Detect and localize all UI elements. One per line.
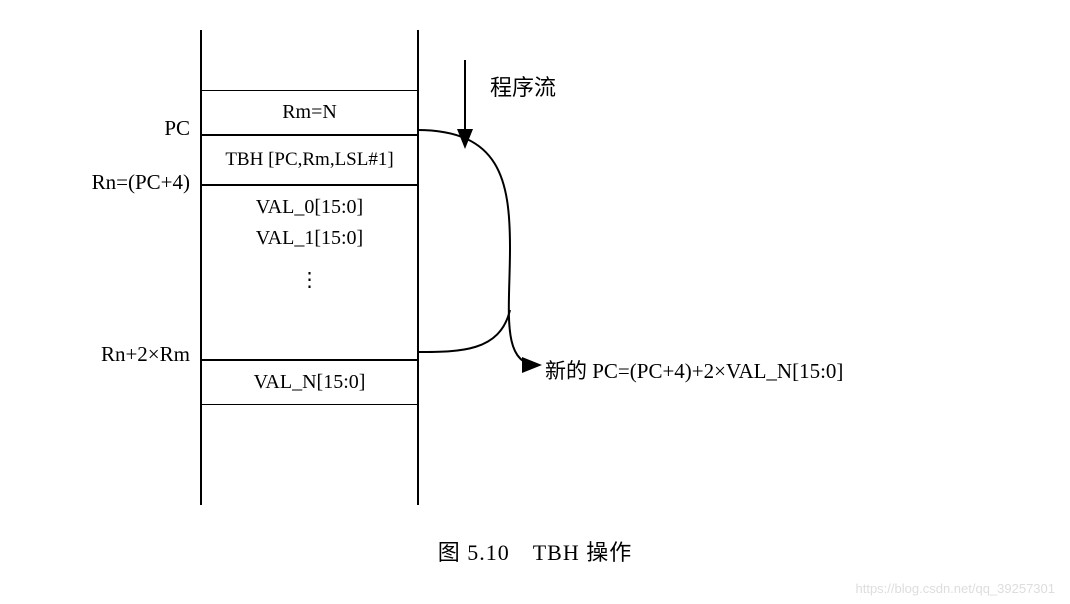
label-rn-plus-2rm: Rn+2×Rm xyxy=(70,342,190,367)
branch-back-icon xyxy=(417,310,510,352)
cell-valn-text: VAL_N[15:0] xyxy=(254,371,366,394)
cell-rm-text: Rm=N xyxy=(282,101,337,124)
watermark-text: https://blog.csdn.net/qq_39257301 xyxy=(856,581,1056,596)
branch-arrow-icon xyxy=(417,130,538,365)
cell-tbh-text: TBH [PC,Rm,LSL#1] xyxy=(225,149,393,171)
label-pc: PC xyxy=(145,116,190,141)
vertical-dots-icon: ⋮ xyxy=(300,276,320,284)
label-rn: Rn=(PC+4) xyxy=(70,170,190,195)
cell-rm: Rm=N xyxy=(202,90,417,135)
cell-val-block: VAL_0[15:0] VAL_1[15:0] ⋮ xyxy=(202,185,417,360)
label-program-flow: 程序流 xyxy=(490,70,556,102)
memory-table: Rm=N TBH [PC,Rm,LSL#1] VAL_0[15:0] VAL_1… xyxy=(200,30,419,505)
cell-tbh: TBH [PC,Rm,LSL#1] xyxy=(202,135,417,185)
cell-valn: VAL_N[15:0] xyxy=(202,360,417,405)
label-new-pc: 新的 PC=(PC+4)+2×VAL_N[15:0] xyxy=(545,355,843,385)
figure-caption: 图 5.10 TBH 操作 xyxy=(0,535,1070,567)
cell-val0-text: VAL_0[15:0] xyxy=(256,196,363,219)
cell-val1-text: VAL_1[15:0] xyxy=(256,227,363,250)
